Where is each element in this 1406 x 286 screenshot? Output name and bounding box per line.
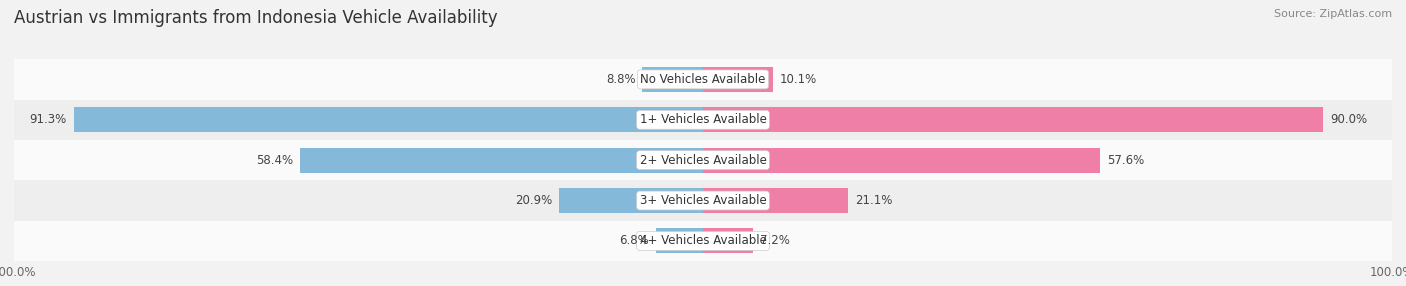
Bar [703,188,848,213]
Text: 90.0%: 90.0% [1330,113,1367,126]
Bar [560,188,703,213]
Bar [703,229,752,253]
Bar [14,140,1392,180]
Text: 4+ Vehicles Available: 4+ Vehicles Available [640,235,766,247]
Bar [73,107,703,132]
Bar [643,67,703,92]
Text: Austrian vs Immigrants from Indonesia Vehicle Availability: Austrian vs Immigrants from Indonesia Ve… [14,9,498,27]
Text: 20.9%: 20.9% [515,194,553,207]
Text: 57.6%: 57.6% [1107,154,1144,167]
Text: 3+ Vehicles Available: 3+ Vehicles Available [640,194,766,207]
Text: 91.3%: 91.3% [30,113,67,126]
Bar [703,107,1323,132]
Text: 58.4%: 58.4% [256,154,294,167]
Bar [14,100,1392,140]
Bar [14,180,1392,221]
Bar [14,221,1392,261]
Bar [703,148,1099,173]
Bar [14,59,1392,100]
Text: 10.1%: 10.1% [779,73,817,86]
Text: 21.1%: 21.1% [855,194,893,207]
Text: 2+ Vehicles Available: 2+ Vehicles Available [640,154,766,167]
Text: Source: ZipAtlas.com: Source: ZipAtlas.com [1274,9,1392,19]
Text: 6.8%: 6.8% [620,235,650,247]
Bar [301,148,703,173]
Bar [703,67,773,92]
Text: No Vehicles Available: No Vehicles Available [640,73,766,86]
Text: 8.8%: 8.8% [606,73,636,86]
Text: 7.2%: 7.2% [759,235,789,247]
Text: 1+ Vehicles Available: 1+ Vehicles Available [640,113,766,126]
Bar [657,229,703,253]
